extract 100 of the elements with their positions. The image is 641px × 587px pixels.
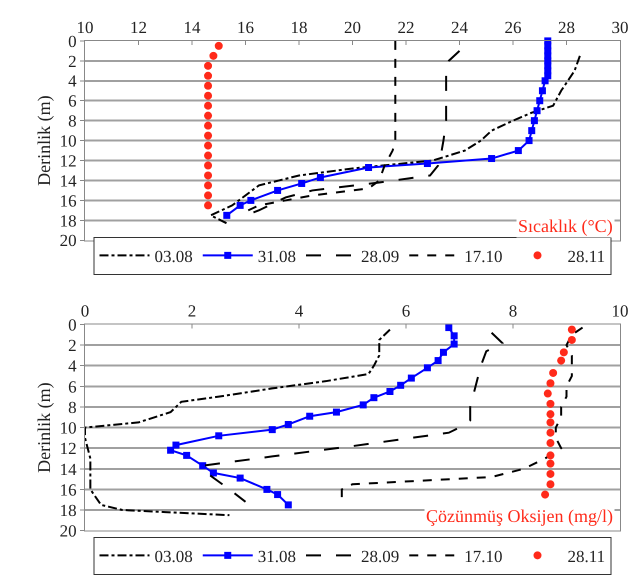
- point: [274, 186, 282, 194]
- y-tick-label: 20: [60, 231, 77, 250]
- point: [263, 486, 270, 493]
- legend-label: 17.10: [464, 246, 502, 266]
- x-tick-label: 20: [344, 18, 361, 38]
- point: [528, 127, 536, 134]
- y-tick-label: 2: [68, 52, 77, 71]
- point: [424, 364, 431, 372]
- point: [560, 348, 568, 356]
- y-axis-title: Derinlik (m): [34, 95, 54, 186]
- point: [370, 394, 378, 402]
- y-tick-label: 8: [68, 398, 77, 417]
- x-tick-label: 16: [237, 18, 254, 38]
- point: [284, 420, 292, 428]
- x-tick-label: 6: [402, 302, 410, 321]
- point: [434, 357, 442, 364]
- x-tick-label: 22: [398, 18, 414, 38]
- x-tick-label: 10: [612, 302, 628, 321]
- point: [450, 332, 458, 340]
- y-tick-label: 14: [60, 460, 78, 479]
- y-tick-label: 14: [60, 171, 78, 190]
- point: [332, 408, 340, 416]
- point: [268, 426, 276, 434]
- x-tick-label: 30: [612, 18, 628, 38]
- point: [546, 428, 554, 437]
- y-tick-label: 8: [68, 112, 77, 131]
- point: [204, 122, 212, 130]
- point: [360, 401, 367, 408]
- point: [546, 418, 554, 426]
- point: [204, 112, 212, 120]
- point: [546, 480, 554, 488]
- point: [450, 340, 458, 348]
- point: [247, 196, 254, 204]
- point: [546, 470, 554, 478]
- y-axis-title: Derinlik (m): [34, 382, 54, 473]
- point: [526, 137, 533, 144]
- point: [546, 400, 554, 408]
- line-series: [85, 328, 391, 516]
- point: [541, 490, 550, 499]
- y-tick-label: 10: [60, 418, 77, 438]
- point: [204, 142, 212, 150]
- point: [568, 336, 576, 344]
- point: [210, 469, 217, 476]
- point: [204, 181, 212, 190]
- legend-label: 28.09: [361, 246, 400, 266]
- x-tick-label: 28: [558, 18, 575, 38]
- point: [445, 324, 452, 332]
- y-tick-label: 4: [68, 356, 78, 376]
- point: [204, 162, 212, 170]
- point: [172, 442, 180, 449]
- point: [204, 132, 212, 140]
- point: [214, 42, 223, 50]
- legend-label: 17.10: [464, 546, 502, 566]
- x-tick-label: 26: [504, 18, 522, 38]
- point: [534, 107, 541, 114]
- point: [546, 439, 554, 448]
- point: [440, 348, 447, 356]
- x-tick-label: 4: [294, 302, 304, 321]
- y-tick-label: 18: [60, 211, 77, 230]
- point: [298, 180, 306, 187]
- y-tick-label: 20: [60, 522, 77, 541]
- y-tick-label: 16: [60, 480, 77, 500]
- point: [204, 152, 212, 160]
- point: [536, 97, 544, 104]
- x-tick-label: 12: [130, 18, 147, 38]
- point: [514, 147, 522, 154]
- x-tick-label: 24: [451, 18, 468, 38]
- x-tick-label: 18: [290, 18, 308, 38]
- point: [204, 62, 212, 70]
- point: [408, 374, 415, 382]
- point: [530, 117, 538, 124]
- y-tick-label: 12: [60, 151, 77, 170]
- point: [183, 452, 190, 459]
- point: [215, 432, 222, 440]
- legend-label: 28.09: [361, 546, 400, 566]
- point: [568, 326, 576, 334]
- y-tick-label: 6: [68, 377, 77, 396]
- y-tick-label: 10: [60, 132, 77, 151]
- point: [316, 174, 324, 181]
- point: [546, 451, 554, 460]
- point: [167, 446, 174, 454]
- point: [546, 410, 554, 418]
- point: [204, 191, 212, 200]
- annotation: Sıcaklık (°C): [518, 216, 613, 236]
- y-tick-label: 4: [68, 72, 78, 91]
- point: [204, 102, 212, 110]
- point: [546, 460, 554, 468]
- x-tick-label: 2: [188, 302, 196, 321]
- point: [386, 388, 394, 395]
- point: [538, 87, 546, 94]
- point: [204, 201, 212, 210]
- x-tick-label: 8: [508, 302, 518, 321]
- point: [284, 501, 292, 508]
- x-tick-label: 0: [80, 302, 90, 321]
- y-tick-label: 6: [68, 92, 77, 111]
- point: [488, 155, 496, 162]
- point: [236, 202, 244, 209]
- point: [274, 491, 282, 498]
- legend-label: 28.11: [568, 246, 606, 266]
- point: [544, 390, 552, 398]
